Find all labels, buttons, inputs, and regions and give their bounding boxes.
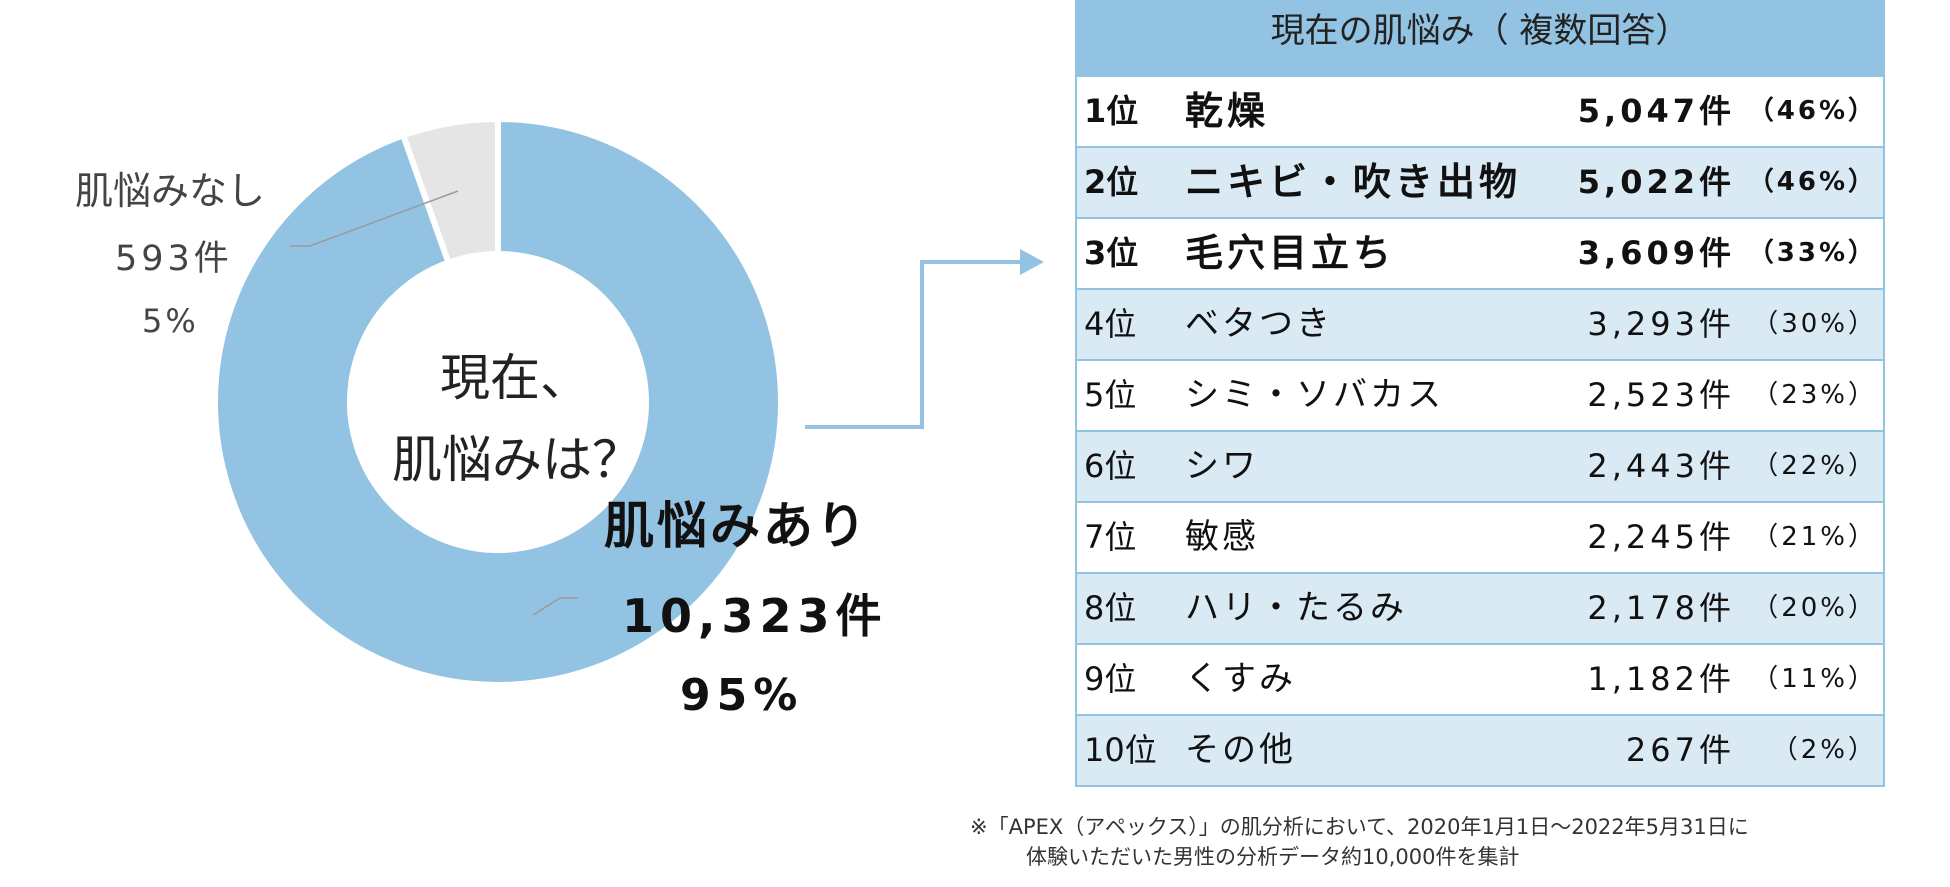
percent-cell: （20%） bbox=[1752, 593, 1877, 623]
table-title: 現在の肌悩み（ 複数回答） bbox=[1077, 2, 1883, 75]
has-concern-count: 10,323件 bbox=[622, 589, 888, 643]
table-row: 9位 くすみ 1,182件 （11%） bbox=[1077, 643, 1883, 714]
has-concern-percent: 95% bbox=[680, 670, 804, 721]
table-row: 3位 毛穴目立ち 3,609件 （33%） bbox=[1077, 217, 1883, 288]
concern-name-cell: くすみ bbox=[1185, 659, 1296, 699]
count-cell: 1,182件 bbox=[1587, 660, 1735, 698]
donut-center-line-1: 現在、 bbox=[440, 349, 590, 407]
table-row: 7位 敏感 2,245件 （21%） bbox=[1077, 501, 1883, 572]
count-cell: 2,245件 bbox=[1587, 518, 1735, 556]
percent-cell: （2%） bbox=[1771, 735, 1877, 765]
concern-name-cell: ベタつき bbox=[1185, 304, 1333, 344]
table-row: 10位 その他 267件 （2%） bbox=[1077, 714, 1883, 785]
count-cell: 3,293件 bbox=[1587, 305, 1735, 343]
percent-cell: （46%） bbox=[1747, 96, 1877, 126]
table-body: 1位 乾燥 5,047件 （46%） 2位 ニキビ・吹き出物 5,022件 （46%） 3位 毛穴… bbox=[1077, 75, 1883, 785]
concern-name-cell: シミ・ソバカス bbox=[1185, 375, 1444, 415]
count-cell: 2,443件 bbox=[1587, 447, 1735, 485]
table-row: 5位 シミ・ソバカス 2,523件 （23%） bbox=[1077, 359, 1883, 430]
no-leader-line bbox=[290, 190, 459, 247]
rank-cell: 1位 bbox=[1084, 92, 1139, 130]
ranking-table: 現在の肌悩み（ 複数回答） 1位 乾燥 5,047件 （46%） 2位 ニキビ・吹き出物 5… bbox=[1075, 0, 1885, 787]
table-row: 2位 ニキビ・吹き出物 5,022件 （46%） bbox=[1077, 146, 1883, 217]
no-concern-slice bbox=[399, 115, 501, 267]
concern-name-cell: 乾燥 bbox=[1185, 89, 1270, 133]
yes-leader-line bbox=[532, 597, 578, 616]
footnote-line-2: 体験いただいた男性の分析データ約10,000件を集計 bbox=[1026, 845, 1520, 869]
has-concern-slice bbox=[212, 115, 784, 688]
concern-name-cell: 敏感 bbox=[1185, 517, 1259, 557]
table-row: 1位 乾燥 5,047件 （46%） bbox=[1077, 75, 1883, 146]
concern-name-cell: その他 bbox=[1185, 730, 1296, 770]
percent-cell: （21%） bbox=[1752, 522, 1877, 552]
percent-cell: （46%） bbox=[1747, 167, 1877, 197]
no-concern-count: 593件 bbox=[115, 239, 233, 279]
percent-cell: （30%） bbox=[1752, 309, 1877, 339]
count-cell: 5,022件 bbox=[1577, 163, 1735, 201]
concern-name-cell: シワ bbox=[1185, 446, 1259, 486]
flow-arrow-head bbox=[1020, 249, 1044, 275]
concern-name-cell: ハリ・たるみ bbox=[1185, 588, 1407, 628]
rank-cell: 3位 bbox=[1084, 234, 1139, 272]
count-cell: 3,609件 bbox=[1577, 234, 1735, 272]
rank-cell: 5位 bbox=[1084, 376, 1137, 414]
concern-name-cell: ニキビ・吹き出物 bbox=[1185, 160, 1522, 204]
footnote-line-1: ※「APEX（アペックス）」の肌分析において、2020年1月1日～2022年5月… bbox=[970, 815, 1749, 839]
table-row: 6位 シワ 2,443件 （22%） bbox=[1077, 430, 1883, 501]
concern-name-cell: 毛穴目立ち bbox=[1185, 231, 1396, 275]
count-cell: 2,178件 bbox=[1587, 589, 1735, 627]
count-cell: 5,047件 bbox=[1577, 92, 1735, 130]
percent-cell: （22%） bbox=[1752, 451, 1877, 481]
rank-cell: 4位 bbox=[1084, 305, 1137, 343]
no-concern-label: 肌悩みなし bbox=[75, 169, 266, 213]
percent-cell: （23%） bbox=[1752, 380, 1877, 410]
flow-arrow-line bbox=[805, 260, 1025, 429]
table-row: 8位 ハリ・たるみ 2,178件 （20%） bbox=[1077, 572, 1883, 643]
no-concern-percent: 5% bbox=[142, 302, 199, 340]
percent-cell: （11%） bbox=[1752, 664, 1877, 694]
rank-cell: 7位 bbox=[1084, 518, 1137, 556]
rank-cell: 2位 bbox=[1084, 163, 1139, 201]
rank-cell: 10位 bbox=[1084, 731, 1157, 769]
count-cell: 267件 bbox=[1625, 731, 1735, 769]
table-row: 4位 ベタつき 3,293件 （30%） bbox=[1077, 288, 1883, 359]
footnote: ※「APEX（アペックス）」の肌分析において、2020年1月1日～2022年5月… bbox=[970, 812, 1749, 872]
rank-cell: 9位 bbox=[1084, 660, 1137, 698]
donut-center-line-2: 肌悩みは？ bbox=[392, 431, 642, 489]
count-cell: 2,523件 bbox=[1587, 376, 1735, 414]
rank-cell: 6位 bbox=[1084, 447, 1137, 485]
has-concern-label: 肌悩みあり bbox=[604, 497, 869, 555]
rank-cell: 8位 bbox=[1084, 589, 1137, 627]
percent-cell: （33%） bbox=[1747, 238, 1877, 268]
